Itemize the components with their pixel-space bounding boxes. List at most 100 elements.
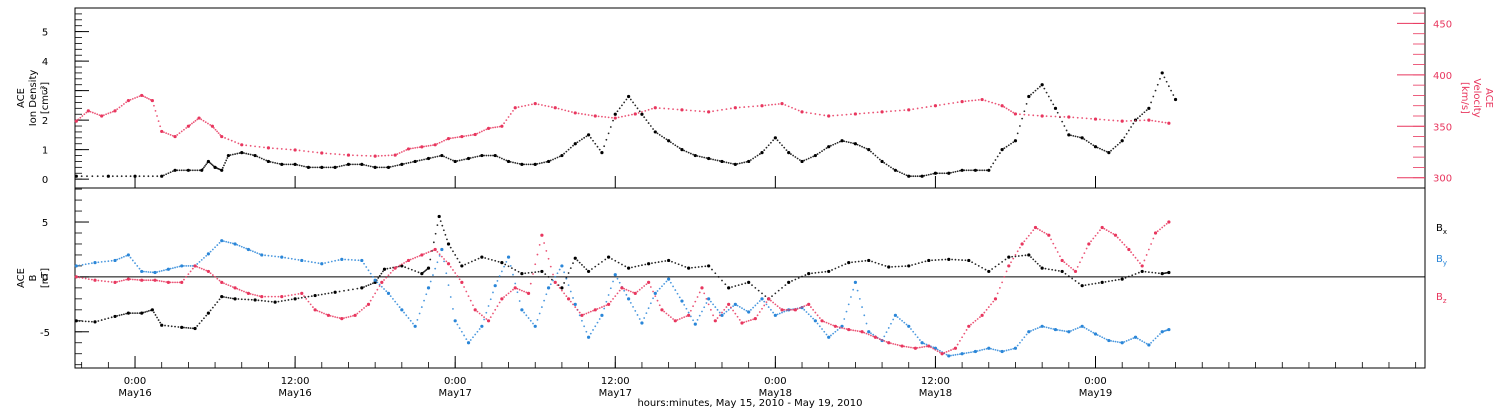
density-point bbox=[346, 162, 351, 166]
bz-trace-dot bbox=[609, 300, 612, 303]
density-trace-dot bbox=[472, 156, 474, 159]
density-trace-dot bbox=[874, 154, 877, 157]
by-point bbox=[973, 349, 978, 354]
density-trace-dot bbox=[616, 110, 619, 113]
bx-trace-dot bbox=[724, 283, 727, 286]
bz-point bbox=[753, 317, 757, 321]
bz-trace-dot bbox=[1099, 229, 1101, 232]
velocity-trace-dot bbox=[219, 133, 222, 136]
density-trace-dot bbox=[578, 139, 581, 142]
by-point bbox=[586, 335, 591, 339]
bz-trace-dot bbox=[509, 290, 512, 293]
bx-trace-dot bbox=[484, 257, 487, 259]
bz-trace-dot bbox=[910, 346, 912, 349]
density-trace-dot bbox=[463, 158, 465, 161]
by-trace-dot bbox=[1043, 325, 1046, 328]
bx-point bbox=[927, 258, 931, 263]
bx-trace-dot bbox=[581, 263, 583, 266]
bz-point bbox=[353, 313, 357, 317]
bz-trace-dot bbox=[616, 292, 619, 295]
bx-trace-dot bbox=[614, 259, 617, 262]
by-trace-dot bbox=[565, 277, 568, 280]
by-trace-dot bbox=[1110, 340, 1112, 342]
density-label-line1: ACE bbox=[16, 88, 27, 108]
bz-trace-dot bbox=[143, 279, 145, 282]
density-trace-dot bbox=[752, 157, 755, 160]
bz-trace-dot bbox=[1132, 254, 1135, 256]
density-trace-dot bbox=[147, 175, 150, 178]
bz-trace-dot bbox=[403, 262, 405, 264]
by-point bbox=[520, 308, 524, 312]
density-trace-dot bbox=[794, 156, 797, 158]
bz-trace-dot bbox=[507, 292, 510, 295]
density-trace-dot bbox=[810, 156, 812, 159]
bz-trace-dot bbox=[736, 315, 739, 318]
density-trace-dot bbox=[743, 161, 746, 164]
density-trace-dot bbox=[596, 145, 599, 148]
by-trace-dot bbox=[583, 325, 586, 328]
density-trace-dot bbox=[296, 163, 299, 166]
density-trace-dot bbox=[632, 101, 634, 104]
density-tick-label: 0 bbox=[42, 175, 48, 186]
density-point bbox=[240, 150, 244, 155]
density-trace-dot bbox=[772, 139, 775, 142]
bx-trace-dot bbox=[174, 325, 176, 328]
bz-trace-dot bbox=[598, 307, 601, 309]
velocity-trace-dot bbox=[396, 153, 399, 155]
bz-trace-dot bbox=[123, 279, 125, 282]
density-trace-dot bbox=[901, 172, 903, 175]
density-trace-dot bbox=[1145, 109, 1148, 112]
bx-trace-dot bbox=[617, 261, 620, 264]
by-trace-dot bbox=[324, 262, 327, 264]
by-trace-dot bbox=[214, 246, 216, 249]
bx-trace-dot bbox=[637, 265, 640, 267]
bz-trace-dot bbox=[810, 306, 812, 308]
by-point bbox=[1027, 330, 1031, 334]
bz-trace-dot bbox=[254, 294, 256, 296]
velocity-trace-dot bbox=[771, 103, 773, 106]
by-point bbox=[933, 346, 938, 350]
by-trace-dot bbox=[284, 256, 287, 259]
velocity-point bbox=[827, 114, 831, 118]
density-trace-dot bbox=[460, 159, 463, 161]
density-trace-dot bbox=[138, 175, 141, 178]
density-trace-dot bbox=[1143, 111, 1146, 114]
bz-trace-dot bbox=[1125, 246, 1128, 248]
bx-trace-dot bbox=[136, 312, 139, 315]
by-trace-dot bbox=[585, 330, 588, 333]
by-trace-dot bbox=[407, 317, 410, 319]
bx-trace-dot bbox=[1017, 255, 1020, 257]
bz-trace-dot bbox=[867, 333, 870, 336]
bx-trace-dot bbox=[757, 289, 760, 292]
density-trace-dot bbox=[583, 136, 586, 139]
bz-trace-dot bbox=[545, 250, 548, 252]
by-trace-dot bbox=[1034, 328, 1037, 330]
bz-trace-dot bbox=[623, 287, 626, 290]
bx-trace-dot bbox=[452, 250, 454, 253]
by-trace-dot bbox=[129, 256, 132, 259]
density-trace-dot bbox=[638, 110, 641, 113]
by-trace-dot bbox=[701, 310, 703, 313]
by-trace-dot bbox=[752, 306, 755, 309]
density-trace-dot bbox=[674, 144, 677, 147]
bx-point bbox=[987, 269, 991, 274]
density-trace-dot bbox=[1119, 141, 1121, 144]
density-trace-dot bbox=[1019, 125, 1021, 127]
velocity-trace-dot bbox=[647, 108, 650, 111]
density-point bbox=[1040, 83, 1044, 87]
bx-trace-dot bbox=[205, 314, 208, 317]
by-trace-dot bbox=[1072, 329, 1075, 331]
bz-trace-dot bbox=[429, 250, 432, 253]
velocity-point bbox=[346, 153, 351, 157]
by-trace-dot bbox=[954, 353, 957, 356]
velocity-trace-dot bbox=[1027, 114, 1030, 116]
velocity-trace-dot bbox=[894, 109, 897, 112]
by-trace-dot bbox=[337, 259, 340, 261]
velocity-point bbox=[613, 116, 617, 120]
velocity-label-line1: ACE bbox=[1483, 88, 1494, 108]
density-trace-dot bbox=[1036, 87, 1039, 90]
density-trace-dot bbox=[425, 158, 428, 160]
velocity-trace-dot bbox=[89, 110, 92, 113]
bx-point bbox=[1007, 255, 1011, 259]
by-trace-dot bbox=[727, 308, 730, 311]
